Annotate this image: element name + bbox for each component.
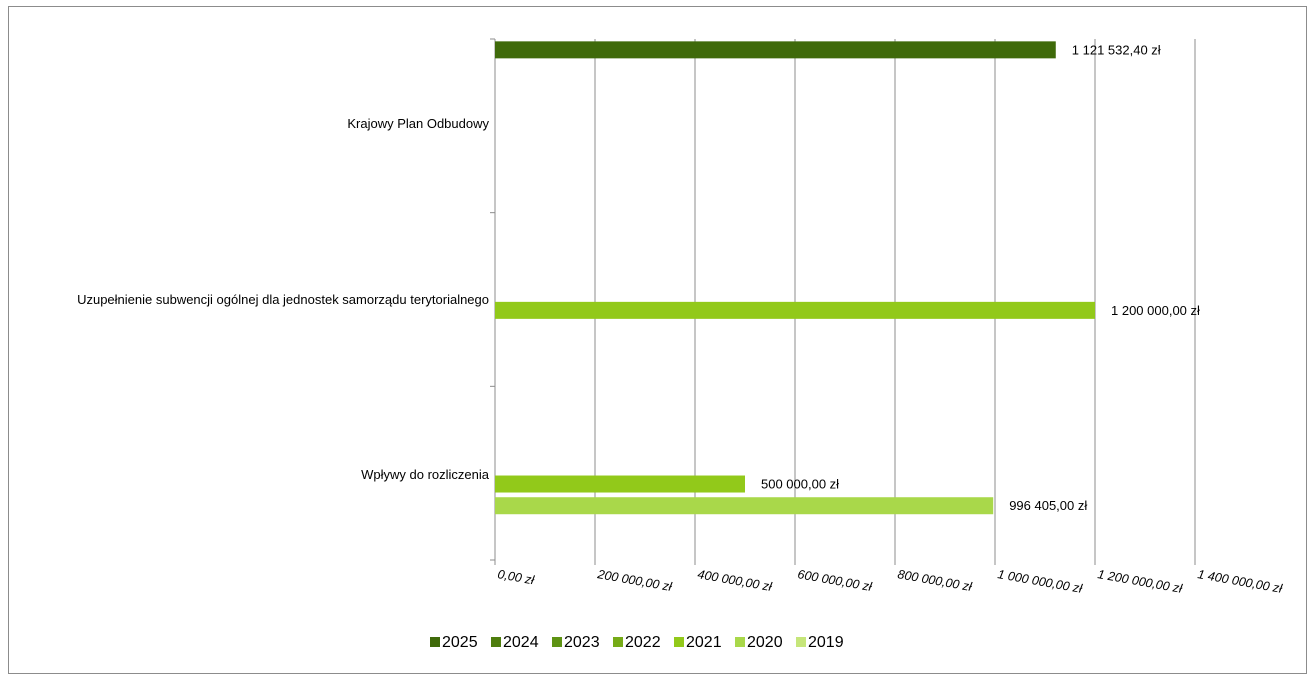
x-tick-label: 1 000 000,00 zł xyxy=(996,567,1084,596)
x-tick-label: 600 000,00 zł xyxy=(796,567,874,594)
legend-label-2022: 2022 xyxy=(625,634,661,651)
x-tick-label: 1 400 000,00 zł xyxy=(1196,567,1284,596)
bar-2025 xyxy=(495,41,1056,59)
bar-chart: Krajowy Plan Odbudowy Uzupełnienie subwen… xyxy=(77,38,1284,651)
category-label: Krajowy Plan Odbudowy xyxy=(347,116,489,131)
data-label: 1 200 000,00 zł xyxy=(1111,303,1200,318)
legend-swatch-2020 xyxy=(735,637,745,647)
x-tick-label: 200 000,00 zł xyxy=(595,567,674,594)
x-tick-label: 400 000,00 zł xyxy=(696,567,774,594)
category-label: Wpływy do rozliczenia xyxy=(361,467,490,482)
bar-2021 xyxy=(495,301,1095,319)
bar-2021 xyxy=(495,475,745,493)
bar-2020 xyxy=(495,497,994,515)
x-tick-label: 1 200 000,00 zł xyxy=(1096,567,1184,596)
legend-swatch-2019 xyxy=(796,637,806,647)
x-tick-label: 800 000,00 zł xyxy=(896,567,974,594)
legend-swatch-2022 xyxy=(613,637,623,647)
x-tick-label: 0,00 zł xyxy=(496,567,536,587)
legend-label-2025: 2025 xyxy=(442,634,478,651)
legend-label-2023: 2023 xyxy=(564,634,600,651)
category-label: Uzupełnienie subwencji ogólnej dla jedno… xyxy=(77,292,489,307)
legend-label-2024: 2024 xyxy=(503,634,539,651)
legend-swatch-2024 xyxy=(491,637,501,647)
data-label: 996 405,00 zł xyxy=(1009,498,1087,513)
chart-frame: Krajowy Plan Odbudowy Uzupełnienie subwen… xyxy=(8,6,1307,674)
legend-swatch-2023 xyxy=(552,637,562,647)
legend-swatch-2021 xyxy=(674,637,684,647)
legend-label-2020: 2020 xyxy=(747,634,783,651)
legend-swatch-2025 xyxy=(430,637,440,647)
legend-label-2021: 2021 xyxy=(686,634,722,651)
legend-label-2019: 2019 xyxy=(808,634,844,651)
data-label: 1 121 532,40 zł xyxy=(1072,42,1161,57)
data-label: 500 000,00 zł xyxy=(761,477,839,492)
